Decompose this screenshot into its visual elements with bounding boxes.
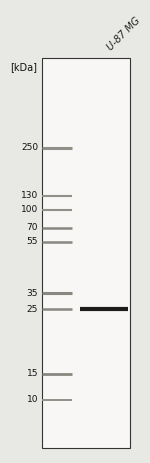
Bar [42,58,130,448]
Text: 70: 70 [27,224,38,232]
Text: 15: 15 [27,369,38,378]
Text: 100: 100 [21,206,38,214]
Text: 25: 25 [27,305,38,313]
Text: 10: 10 [27,395,38,405]
Text: [kDa]: [kDa] [10,62,37,72]
Text: U-87 MG: U-87 MG [105,15,142,52]
Text: 250: 250 [21,144,38,152]
Text: 130: 130 [21,192,38,200]
Text: 35: 35 [27,288,38,298]
Text: 55: 55 [27,238,38,246]
